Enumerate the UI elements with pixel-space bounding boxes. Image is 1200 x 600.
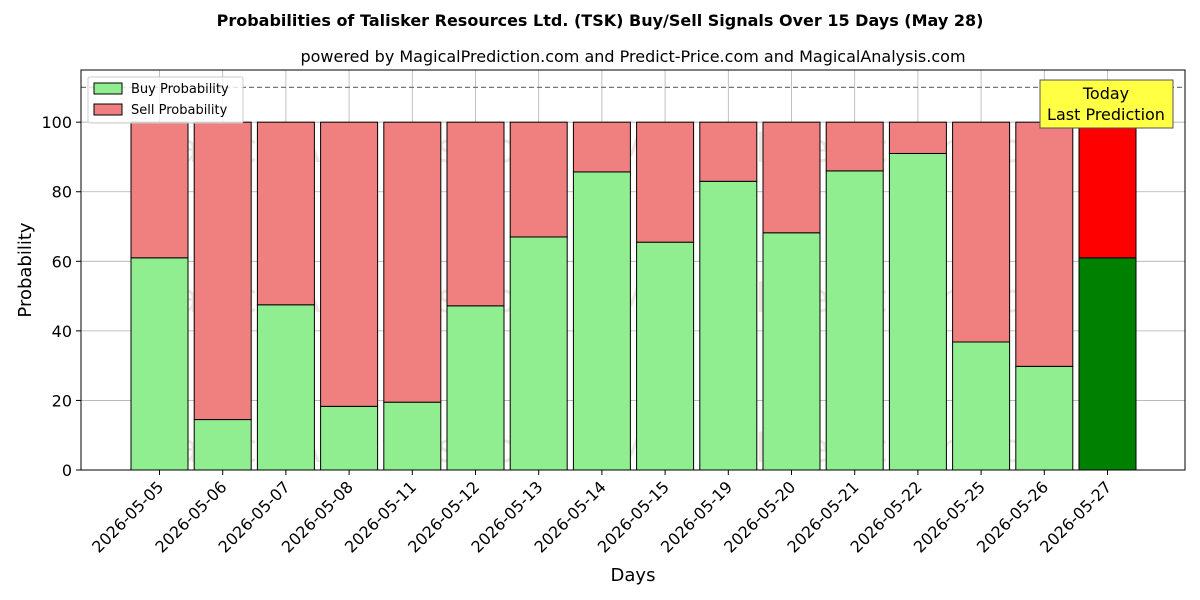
bar-sell: [1015, 121, 1074, 367]
legend-swatch-buy: [93, 82, 123, 95]
bar-sell: [699, 121, 758, 182]
y-tick-label: 20: [52, 391, 72, 410]
bar-buy: [825, 170, 884, 471]
bar-buy: [1078, 257, 1137, 471]
bar-buy: [1015, 365, 1074, 471]
bar-sell: [320, 121, 379, 407]
bar-sell: [1078, 121, 1137, 259]
today-annotation: Today Last Prediction: [1039, 79, 1174, 129]
today-annotation-box: [1039, 79, 1174, 129]
bar-sell: [256, 121, 315, 306]
y-tick-label: 0: [62, 461, 72, 480]
legend-box: [87, 76, 244, 124]
chart-subtitle: powered by MagicalPrediction.com and Pre…: [300, 47, 965, 66]
bar-sell: [888, 121, 947, 154]
bar-buy: [130, 257, 189, 471]
bar-sell: [636, 121, 695, 243]
bar-buy: [699, 180, 758, 471]
y-tick-label: 40: [52, 322, 72, 341]
bar-sell: [572, 121, 631, 173]
y-tick-label: 60: [52, 252, 72, 271]
bar-buy: [888, 152, 947, 471]
bar-buy: [636, 241, 695, 471]
bar-sell: [762, 121, 821, 234]
x-axis-label: Days: [611, 565, 656, 586]
legend-label-buy: Buy Probability: [131, 82, 229, 97]
bar-buy: [320, 405, 379, 471]
bars: [130, 121, 1137, 471]
bar-buy: [762, 232, 821, 471]
y-tick-label: 80: [52, 183, 72, 202]
today-annotation-line-1: Today: [1082, 84, 1129, 103]
bar-sell: [446, 121, 505, 307]
bar-sell: [130, 121, 189, 259]
bar-sell: [952, 121, 1011, 343]
today-annotation-line-2: Last Prediction: [1047, 105, 1165, 124]
x-axis: 2026-05-052026-05-062026-05-072026-05-08…: [88, 470, 1115, 557]
bar-buy: [446, 305, 505, 471]
y-axis-label: Probability: [15, 222, 36, 317]
bar-sell: [509, 121, 568, 238]
bar-buy: [256, 304, 315, 471]
y-axis: 0 20 40 60 80 100: [41, 113, 81, 480]
bar-buy: [952, 341, 1011, 471]
bar-sell: [193, 121, 252, 421]
legend-label-sell: Sell Probability: [131, 103, 228, 118]
bar-sell: [825, 121, 884, 172]
bar-buy: [193, 419, 252, 471]
plot-frame: [80, 69, 1186, 471]
legend-swatch-sell: [93, 103, 123, 116]
bar-buy: [383, 401, 442, 471]
bar-buy: [509, 236, 568, 471]
legend: Buy Probability Sell Probability: [87, 76, 244, 124]
chart-title: Probabilities of Talisker Resources Ltd.…: [217, 11, 984, 30]
bar-sell: [383, 121, 442, 403]
y-tick-label: 100: [41, 113, 72, 132]
bar-buy: [572, 171, 631, 471]
